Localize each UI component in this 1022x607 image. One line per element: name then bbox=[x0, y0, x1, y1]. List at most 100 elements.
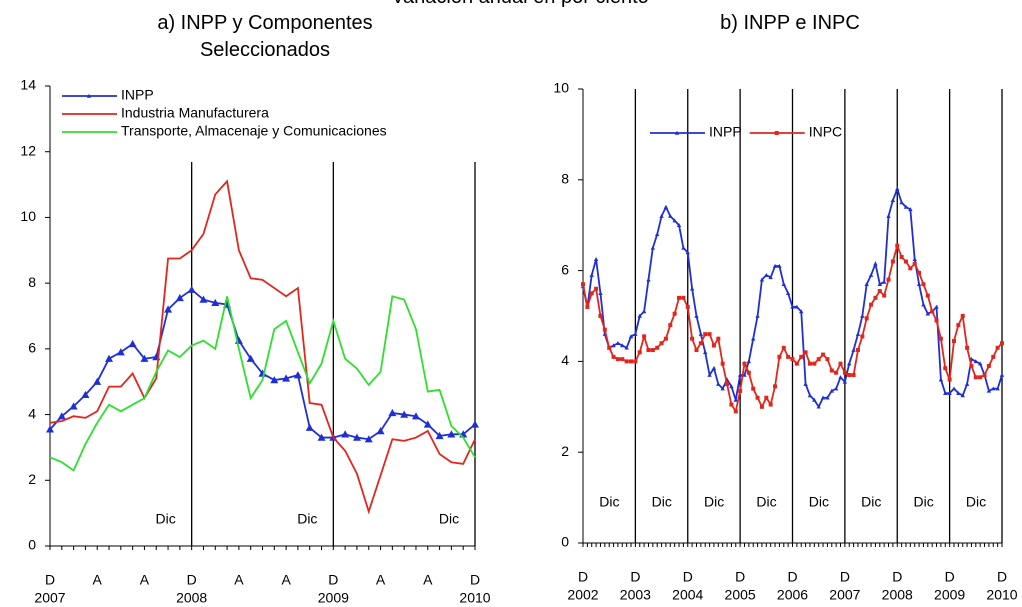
x-tick-label: D bbox=[945, 569, 955, 585]
marker bbox=[947, 377, 952, 382]
marker bbox=[105, 354, 114, 362]
marker bbox=[615, 341, 621, 345]
marker bbox=[903, 204, 909, 209]
marker bbox=[790, 304, 795, 309]
marker bbox=[890, 198, 896, 202]
y-tick-label: 4 bbox=[561, 352, 569, 368]
marker bbox=[672, 218, 677, 223]
marker bbox=[899, 200, 904, 205]
marker bbox=[642, 334, 647, 339]
marker bbox=[768, 275, 773, 280]
marker bbox=[964, 381, 970, 386]
marker bbox=[637, 313, 642, 318]
marker bbox=[825, 395, 830, 400]
marker bbox=[698, 341, 703, 346]
marker bbox=[690, 336, 695, 341]
x-year-label: 2003 bbox=[620, 587, 651, 603]
marker bbox=[978, 375, 983, 380]
marker bbox=[341, 430, 350, 438]
series-line bbox=[49, 288, 476, 441]
marker bbox=[930, 309, 935, 314]
marker bbox=[842, 370, 847, 375]
marker bbox=[877, 282, 882, 286]
marker bbox=[768, 402, 773, 407]
legend-label: INPP bbox=[709, 124, 742, 140]
marker bbox=[786, 354, 791, 359]
y-tick-label: 12 bbox=[20, 142, 36, 158]
legend-label: Industria Manufacturera bbox=[121, 105, 269, 121]
marker bbox=[633, 331, 638, 336]
marker bbox=[400, 410, 409, 418]
divider-label: Dic bbox=[439, 511, 459, 527]
x-year-label: 2002 bbox=[567, 587, 598, 603]
marker bbox=[759, 404, 764, 409]
marker bbox=[833, 386, 839, 391]
marker bbox=[716, 336, 721, 341]
legend-label: INPC bbox=[809, 124, 842, 140]
marker bbox=[81, 390, 90, 399]
marker bbox=[681, 295, 686, 300]
marker bbox=[86, 93, 92, 98]
marker bbox=[720, 386, 725, 391]
x-year-label: 2004 bbox=[672, 587, 703, 603]
marker bbox=[799, 354, 804, 359]
marker bbox=[729, 402, 734, 407]
marker bbox=[938, 336, 943, 341]
marker bbox=[703, 350, 708, 355]
marker bbox=[707, 372, 712, 377]
x-tick-label: A bbox=[93, 572, 103, 588]
x-year-label: 2008 bbox=[176, 590, 207, 606]
marker bbox=[650, 348, 655, 353]
marker bbox=[738, 388, 743, 393]
marker bbox=[995, 345, 1000, 350]
marker bbox=[128, 339, 137, 348]
x-year-label: 2010 bbox=[459, 590, 490, 606]
marker bbox=[57, 412, 66, 420]
marker bbox=[685, 250, 690, 255]
marker bbox=[995, 386, 1000, 391]
series-line bbox=[49, 295, 476, 472]
marker bbox=[851, 347, 856, 352]
divider-label: Dic bbox=[297, 511, 317, 527]
marker bbox=[790, 357, 795, 362]
marker bbox=[812, 361, 817, 366]
marker bbox=[376, 427, 385, 435]
y-tick-label: 2 bbox=[561, 443, 569, 459]
marker bbox=[816, 357, 821, 362]
marker bbox=[991, 386, 996, 391]
marker bbox=[838, 375, 843, 380]
marker bbox=[674, 130, 680, 135]
marker bbox=[689, 286, 695, 291]
y-tick-label: 6 bbox=[561, 261, 569, 277]
marker bbox=[820, 395, 826, 400]
divider-label: Dic bbox=[704, 494, 724, 510]
marker bbox=[999, 372, 1005, 377]
y-tick-label: 0 bbox=[561, 534, 569, 550]
marker bbox=[785, 291, 791, 296]
marker bbox=[803, 381, 808, 386]
marker bbox=[746, 370, 751, 375]
marker bbox=[807, 393, 813, 398]
divider-label: Dic bbox=[599, 494, 619, 510]
marker bbox=[991, 354, 996, 359]
x-year-label: 2005 bbox=[725, 587, 756, 603]
marker bbox=[873, 295, 878, 300]
marker bbox=[423, 420, 432, 428]
marker bbox=[746, 359, 752, 364]
marker bbox=[187, 285, 196, 293]
marker bbox=[847, 361, 852, 366]
marker bbox=[877, 289, 882, 294]
marker bbox=[773, 384, 778, 389]
marker bbox=[829, 368, 834, 373]
x-tick-label: A bbox=[140, 572, 150, 588]
marker bbox=[864, 282, 869, 286]
marker bbox=[659, 213, 664, 218]
marker bbox=[435, 431, 444, 440]
chart-title: a) INPP y Componentes Seleccionados bbox=[157, 12, 373, 61]
legend-label: Transporte, Almacenaje y Comunicaciones bbox=[121, 123, 387, 139]
marker bbox=[772, 263, 778, 268]
marker bbox=[882, 293, 887, 298]
marker bbox=[677, 295, 682, 300]
marker bbox=[733, 409, 738, 414]
